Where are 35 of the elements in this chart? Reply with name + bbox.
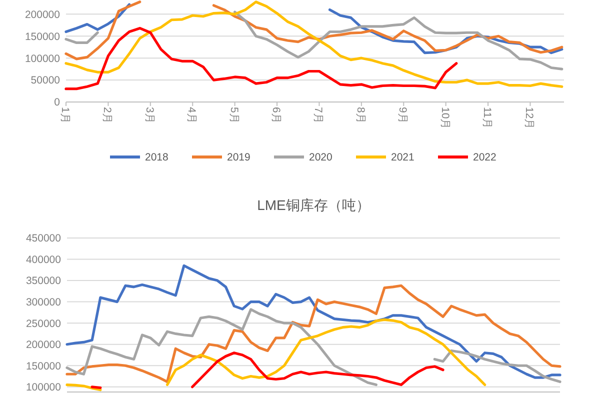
legend-label: 2020	[309, 152, 333, 164]
x-tick-label: 2月	[101, 107, 114, 124]
x-tick-label: 9月	[396, 107, 409, 124]
y-tick-label: 50000	[30, 74, 60, 87]
chart-title: LME铜库存（吨）	[257, 197, 370, 213]
line-series	[64, 26, 458, 90]
x-tick-label: 8月	[354, 107, 366, 124]
y-tick-label: 0	[54, 96, 60, 109]
line-series	[66, 284, 562, 384]
y-tick-label: 400000	[26, 254, 62, 266]
y-tick-label: 150000	[26, 360, 62, 372]
y-tick-label: 350000	[26, 275, 62, 288]
y-tick-label: 150000	[24, 30, 60, 43]
x-tick-label: 6月	[270, 107, 282, 124]
x-tick-label: 3月	[143, 107, 156, 124]
line-series	[64, 0, 564, 88]
legend-label: 2021	[391, 152, 415, 164]
y-tick-label: 250000	[26, 318, 62, 330]
legend-label: 2018	[145, 152, 169, 164]
y-tick-label: 100000	[24, 52, 60, 65]
legend-label: 2019	[227, 152, 251, 164]
y-tick-label: 300000	[26, 296, 62, 308]
x-tick-label: 10月	[438, 107, 451, 130]
line-series	[66, 264, 562, 379]
x-tick-label: 12月	[523, 107, 536, 130]
x-tick-label: 7月	[312, 107, 324, 124]
y-tick-label: 100000	[26, 382, 62, 394]
x-tick-label: 4月	[186, 107, 198, 124]
x-tick-label: 5月	[228, 107, 240, 124]
y-tick-label: 200000	[24, 8, 60, 21]
y-tick-label: 200000	[26, 339, 62, 352]
y-tick-label: 450000	[26, 232, 62, 245]
legend-label: 2022	[473, 152, 497, 164]
x-tick-label: 1月	[59, 107, 71, 124]
x-tick-label: 11月	[481, 107, 494, 129]
